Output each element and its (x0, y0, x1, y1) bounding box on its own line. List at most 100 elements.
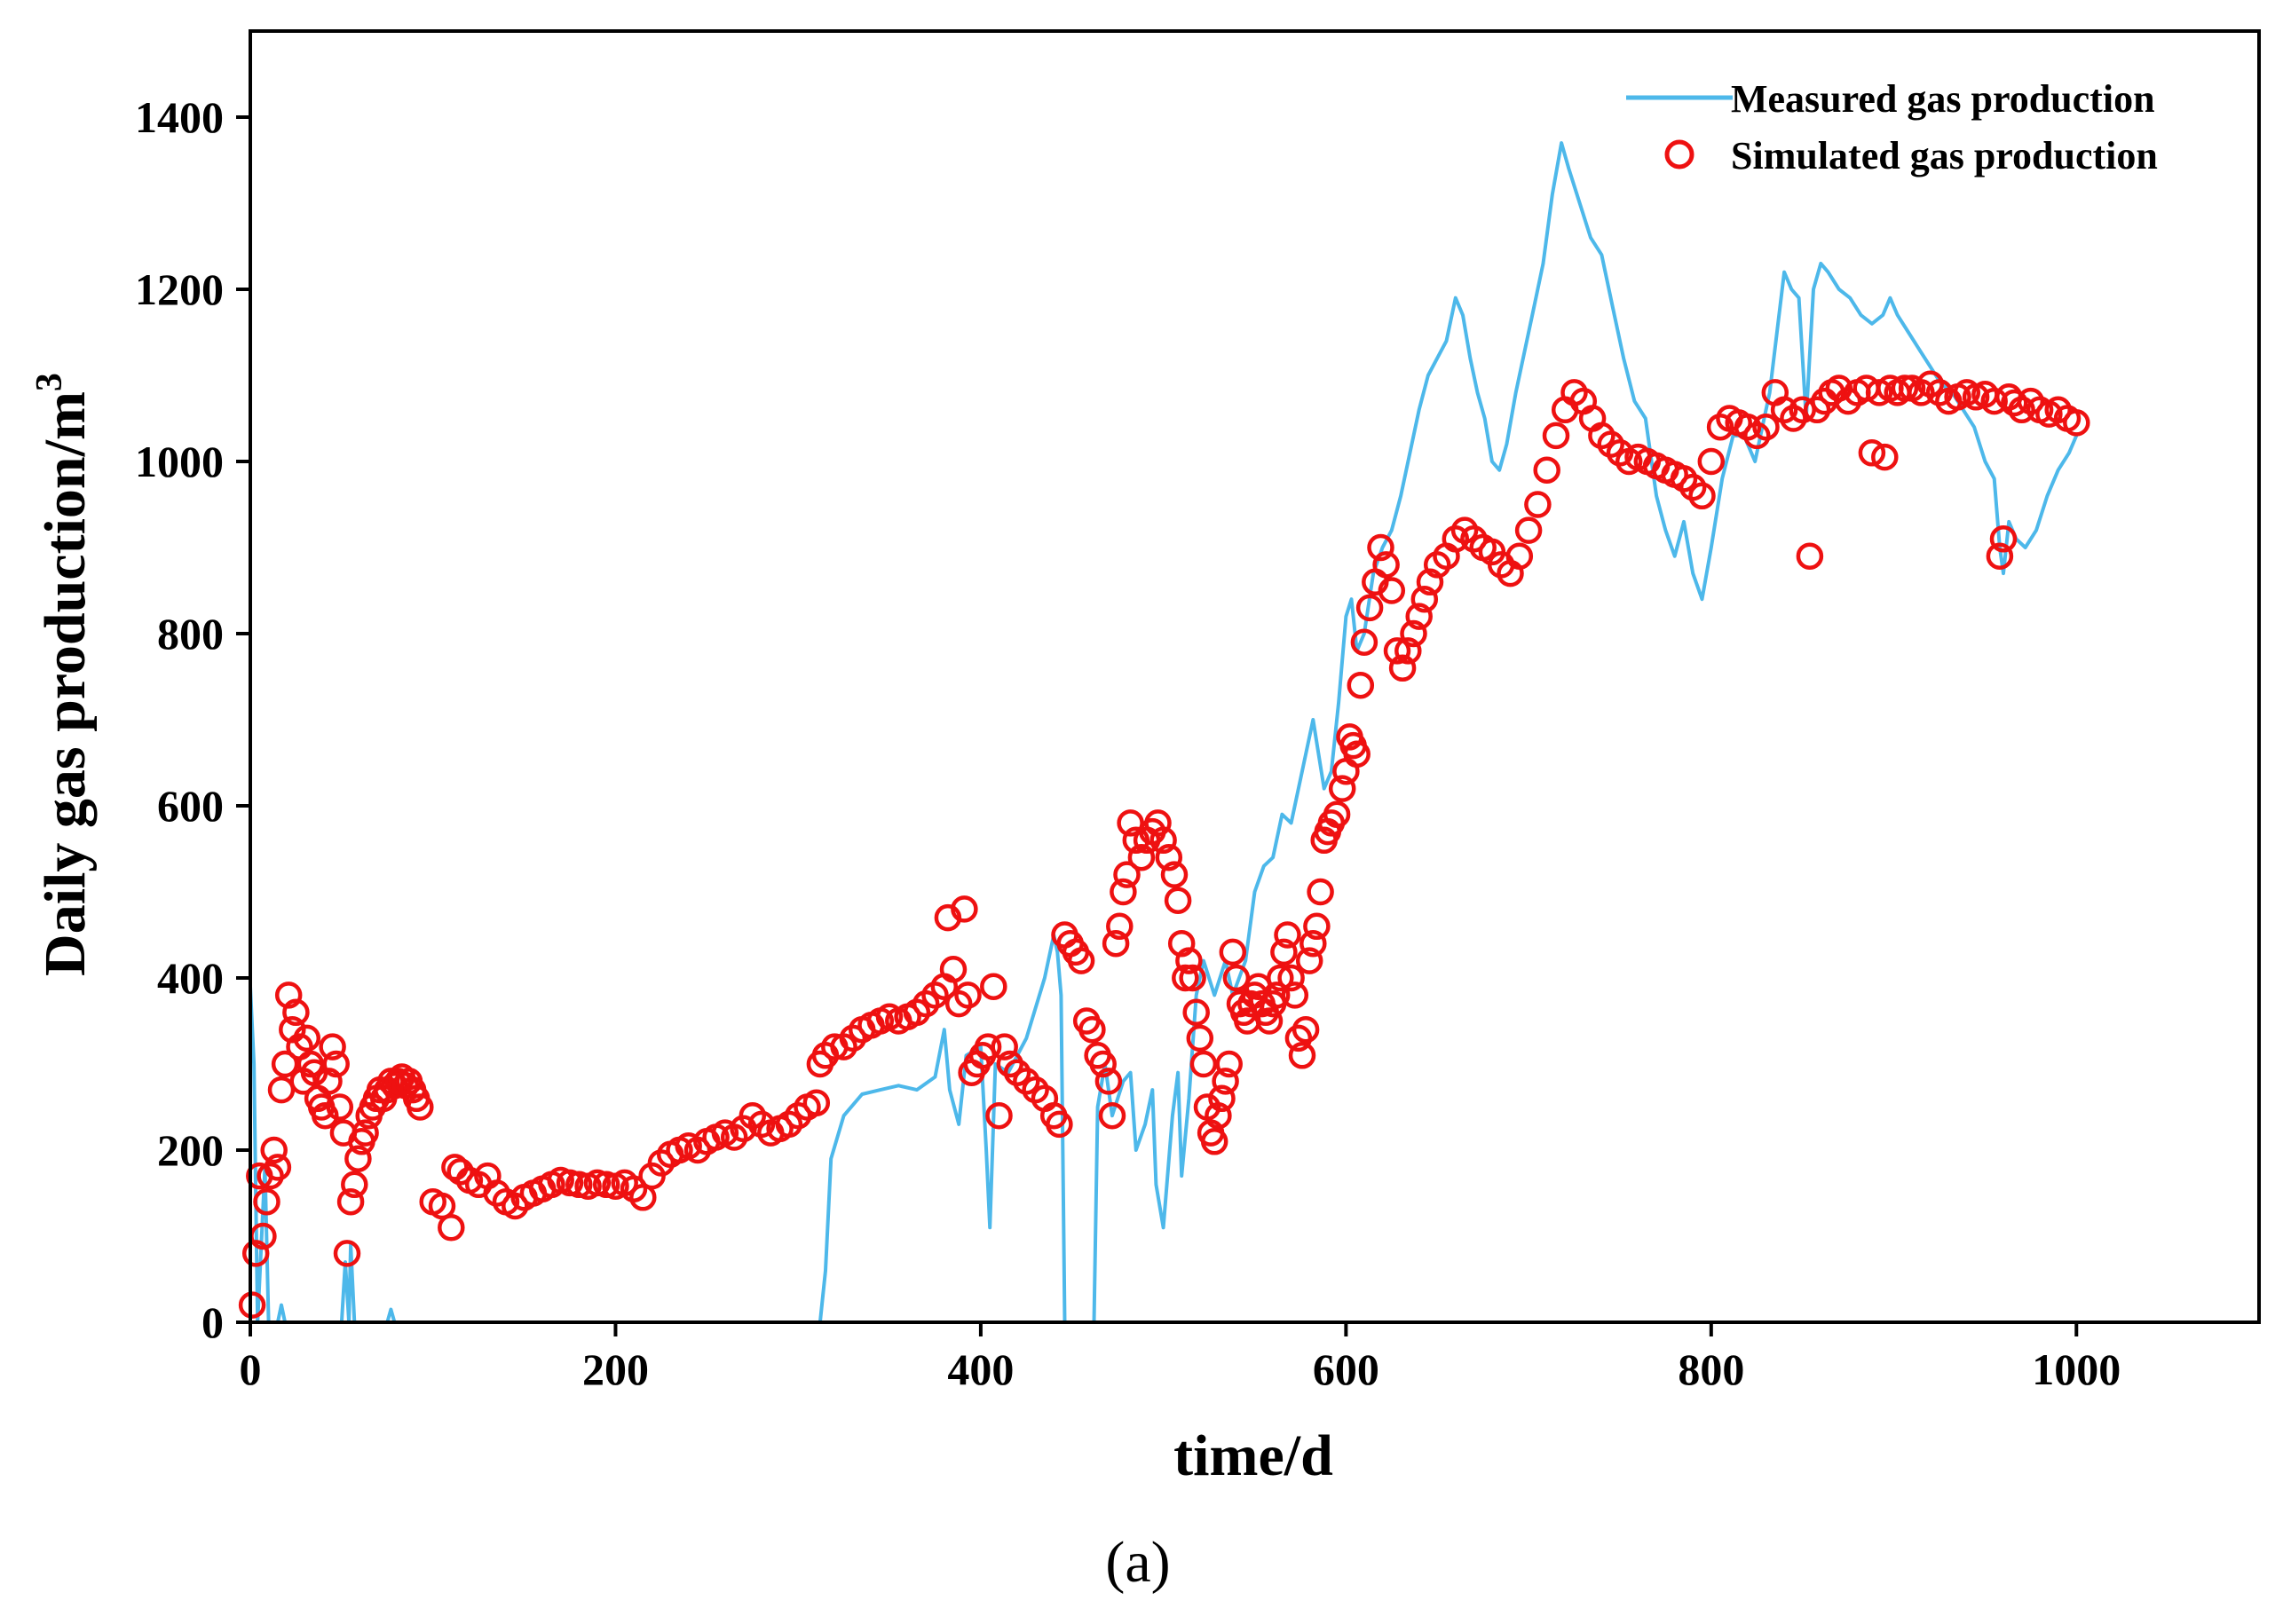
simulated-point (315, 1068, 343, 1095)
x-tick-label: 0 (240, 1344, 262, 1394)
simulated-point (1219, 938, 1247, 966)
simulated-point (333, 1240, 361, 1267)
simulated-point (1542, 422, 1570, 450)
simulated-point (1343, 740, 1371, 769)
simulated-point (1394, 637, 1422, 665)
simulated-point (1871, 443, 1899, 471)
simulated-point (1400, 619, 1427, 648)
simulated-point (1189, 1050, 1218, 1078)
simulated-point (260, 1136, 288, 1164)
plot-frame (249, 29, 2261, 1324)
simulated-point (1186, 1024, 1214, 1052)
simulated-point (1067, 947, 1095, 974)
x-axis-title: time/d (1173, 1423, 1333, 1488)
simulated-point (1149, 826, 1177, 855)
simulated-point (2001, 389, 2028, 417)
simulated-point (1986, 542, 2014, 570)
y-axis-title-group: Daily gas production/m3 (29, 373, 98, 976)
simulated-point (1743, 422, 1771, 450)
simulated-point (1328, 775, 1356, 802)
simulated-point (241, 1240, 270, 1267)
simulated-point (985, 1101, 1013, 1130)
simulated-point (1891, 374, 1919, 402)
measured-series-line (249, 141, 2079, 1324)
y-tick-label: 800 (157, 609, 224, 658)
simulated-point (1350, 628, 1378, 656)
simulated-point (1796, 542, 1824, 570)
simulated-point (344, 1145, 372, 1172)
simulated-point (1160, 861, 1189, 888)
y-tick-label: 600 (157, 781, 224, 831)
simulated-point (1144, 809, 1172, 837)
x-tick-label: 200 (582, 1344, 649, 1394)
simulated-point (1524, 491, 1552, 518)
simulated-point (1281, 981, 1309, 1009)
simulated-point (1262, 981, 1291, 1009)
simulated-point (1383, 637, 1411, 665)
y-tick-label: 0 (201, 1297, 224, 1347)
simulated-point (322, 1050, 350, 1078)
simulated-point (996, 1050, 1024, 1078)
simulated-point (282, 998, 310, 1027)
simulated-point (1697, 447, 1726, 476)
y-tick-label: 1200 (135, 264, 224, 314)
ticks-layer: 0 200 400 600 800 1000 0 200 400 600 800 1000 1200 14… (135, 92, 2121, 1394)
simulated-point (1416, 568, 1444, 596)
simulated-point (1299, 929, 1327, 958)
simulated-point (951, 895, 978, 923)
simulated-point (407, 1093, 434, 1121)
simulated-point (1372, 551, 1400, 579)
simulated-point (2063, 409, 2090, 437)
simulated-point (1980, 387, 2008, 415)
simulated-point (1046, 1110, 1073, 1139)
legend-simulated-marker (1664, 139, 1694, 169)
simulated-point (1113, 861, 1141, 888)
simulated-point (1110, 878, 1137, 906)
simulated-point (1688, 482, 1716, 510)
y-tick-label: 400 (157, 953, 224, 1003)
legend-simulated-label: Simulated gas production (1731, 134, 2158, 177)
simulated-point (1858, 439, 1886, 467)
simulated-point (341, 1171, 368, 1199)
simulated-point (2008, 396, 2035, 424)
simulated-point (1164, 887, 1192, 914)
simulated-point (1303, 912, 1331, 941)
simulated-point (1175, 947, 1203, 974)
simulated-point (312, 1101, 339, 1130)
simulated-point (274, 981, 303, 1009)
simulated-point (293, 1024, 321, 1052)
x-tick-label: 600 (1313, 1344, 1379, 1394)
simulated-point (1098, 1101, 1126, 1130)
legend-measured-label: Measured gas production (1731, 77, 2155, 121)
simulated-point (1182, 998, 1210, 1027)
simulated-point (1255, 1007, 1284, 1035)
simulated-point (939, 956, 968, 983)
simulated-point (1094, 1068, 1123, 1095)
simulated-point (1410, 585, 1439, 613)
simulated-point (1505, 542, 1534, 570)
simulated-point (1155, 843, 1183, 871)
figure-caption: (a) (1105, 1530, 1170, 1595)
simulated-point (802, 1089, 831, 1116)
simulated-point (739, 1101, 767, 1130)
simulated-point (1102, 929, 1130, 958)
simulated-point (954, 981, 982, 1009)
y-tick-label: 200 (157, 1125, 224, 1175)
simulated-point (1215, 1050, 1243, 1078)
simulated-point (1533, 456, 1560, 484)
simulated-point (253, 1187, 280, 1216)
simulated-point (1003, 1059, 1031, 1086)
y-axis-title-superscript: 3 (29, 373, 70, 391)
simulated-point (1288, 1042, 1316, 1069)
simulated-point (1078, 1015, 1106, 1044)
simulated-point (326, 1093, 354, 1121)
simulated-point (1208, 1084, 1236, 1113)
x-tick-label: 400 (947, 1344, 1014, 1394)
simulated-point (1270, 938, 1298, 966)
simulated-point (1514, 516, 1543, 544)
simulated-point (1803, 396, 1831, 424)
simulated-point (1200, 1128, 1228, 1155)
y-tick-label: 1400 (135, 92, 224, 142)
